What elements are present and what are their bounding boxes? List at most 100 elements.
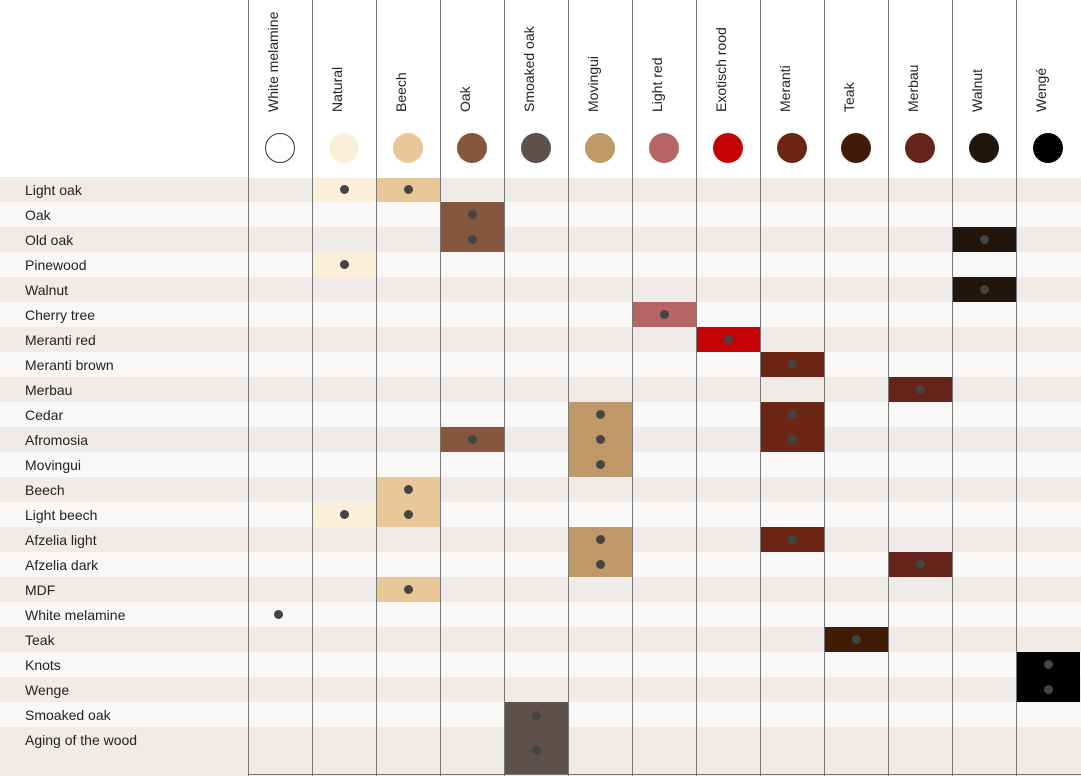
column-label: Teak — [840, 82, 857, 112]
color-swatch-icon — [585, 133, 615, 163]
row-label: Oak — [25, 207, 51, 223]
column-label: Meranti — [776, 65, 793, 112]
row-stripe — [0, 627, 1081, 652]
color-swatch-icon — [905, 133, 935, 163]
mark-dot — [915, 385, 925, 394]
row-stripe — [0, 202, 1081, 227]
column-divider — [952, 0, 953, 776]
mark-dot — [339, 185, 349, 194]
row-label: Teak — [25, 632, 55, 648]
color-swatch-icon — [777, 133, 807, 163]
row-label: Old oak — [25, 232, 74, 248]
column-label: Exotisch rood — [712, 27, 729, 112]
column-divider — [696, 0, 697, 776]
row-label: Cherry tree — [25, 307, 96, 323]
row-label: Meranti red — [25, 332, 96, 348]
bottom-border — [248, 774, 1081, 775]
color-swatch-icon — [969, 133, 999, 163]
row-label: White melamine — [25, 607, 126, 623]
row-stripe — [0, 277, 1081, 302]
column-label: Merbau — [904, 64, 921, 112]
row-stripe — [0, 402, 1081, 427]
column-label: Light red — [648, 57, 665, 112]
row-label: Meranti brown — [25, 357, 114, 373]
color-swatch-icon — [649, 133, 679, 163]
column-divider — [888, 0, 889, 776]
column-divider — [632, 0, 633, 776]
row-label: Cedar — [25, 407, 64, 423]
mark-dot — [595, 535, 605, 544]
mark-dot — [339, 510, 349, 519]
row-label: Afromosia — [25, 432, 89, 448]
column-label: Movingui — [584, 55, 601, 112]
mark-dot — [531, 710, 541, 720]
row-stripe — [0, 652, 1081, 677]
row-stripe — [0, 477, 1081, 502]
row-label: Smoaked oak — [25, 707, 111, 723]
mark-dot — [595, 460, 605, 469]
column-label: Wengé — [1032, 67, 1049, 112]
mark-dot — [787, 410, 797, 419]
row-stripe — [0, 327, 1081, 352]
color-swatch-icon — [1033, 133, 1063, 163]
row-label: Afzelia light — [25, 532, 97, 548]
column-divider — [1016, 0, 1017, 776]
row-stripe — [0, 252, 1081, 277]
column-label: Smoaked oak — [520, 26, 537, 112]
mark-dot — [595, 435, 605, 444]
row-label: MDF — [25, 582, 56, 598]
mark-dot — [403, 585, 413, 594]
row-label: Merbau — [25, 382, 73, 398]
row-stripe — [0, 352, 1081, 377]
mark-dot — [979, 285, 989, 294]
mark-dot — [467, 435, 477, 444]
mark-dot — [595, 560, 605, 569]
row-stripe — [0, 302, 1081, 327]
row-label: Light oak — [25, 182, 82, 198]
row-stripe — [0, 527, 1081, 552]
mark-dot — [723, 335, 733, 344]
column-label: White melamine — [264, 11, 281, 112]
mark-dot — [787, 435, 797, 444]
column-divider — [824, 0, 825, 776]
mark-dot — [403, 185, 413, 194]
row-stripe — [0, 677, 1081, 702]
column-divider — [568, 0, 569, 776]
row-label: Pinewood — [25, 257, 87, 273]
color-swatch-icon — [329, 133, 359, 163]
row-label: Beech — [25, 482, 65, 498]
column-label: Beech — [392, 72, 409, 112]
row-stripe — [0, 452, 1081, 477]
color-swatch-icon — [393, 133, 423, 163]
color-swatch-icon — [521, 133, 551, 163]
row-label: Wenge — [25, 682, 70, 698]
color-swatch-icon — [841, 133, 871, 163]
mark-dot — [787, 360, 797, 369]
row-label: Afzelia dark — [25, 557, 99, 573]
column-divider — [376, 0, 377, 776]
color-swatch-icon — [457, 133, 487, 163]
mark-dot — [979, 235, 989, 244]
row-stripe — [0, 177, 1081, 202]
mark-dot — [1043, 660, 1053, 669]
column-divider — [312, 0, 313, 776]
color-swatch-icon — [713, 133, 743, 163]
row-label: Light beech — [25, 507, 98, 523]
column-divider — [248, 0, 249, 776]
color-swatch-icon — [265, 133, 295, 163]
mark-dot — [1043, 685, 1053, 694]
mark-dot — [467, 235, 477, 244]
column-divider — [760, 0, 761, 776]
column-label: Walnut — [968, 68, 985, 112]
column-label: Natural — [328, 66, 345, 112]
mark-dot — [659, 310, 669, 319]
mark-dot — [273, 610, 283, 619]
mark-dot — [403, 485, 413, 494]
mark-dot — [787, 535, 797, 544]
row-stripe — [0, 602, 1081, 627]
row-label: Aging of the wood — [25, 732, 138, 748]
row-label: Movingui — [25, 457, 82, 473]
row-stripe — [0, 227, 1081, 252]
mark-dot — [531, 745, 541, 755]
